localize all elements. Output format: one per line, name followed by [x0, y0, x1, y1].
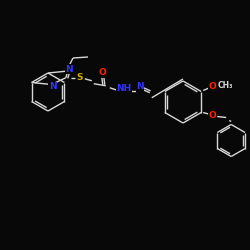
Text: N: N — [65, 64, 73, 74]
Text: S: S — [76, 73, 83, 82]
Text: CH₃: CH₃ — [217, 81, 233, 90]
Text: NH: NH — [116, 84, 132, 93]
Text: O: O — [208, 82, 216, 91]
Text: O: O — [99, 68, 107, 77]
Text: N: N — [136, 82, 143, 91]
Text: N: N — [49, 82, 56, 91]
Text: O: O — [208, 111, 216, 120]
